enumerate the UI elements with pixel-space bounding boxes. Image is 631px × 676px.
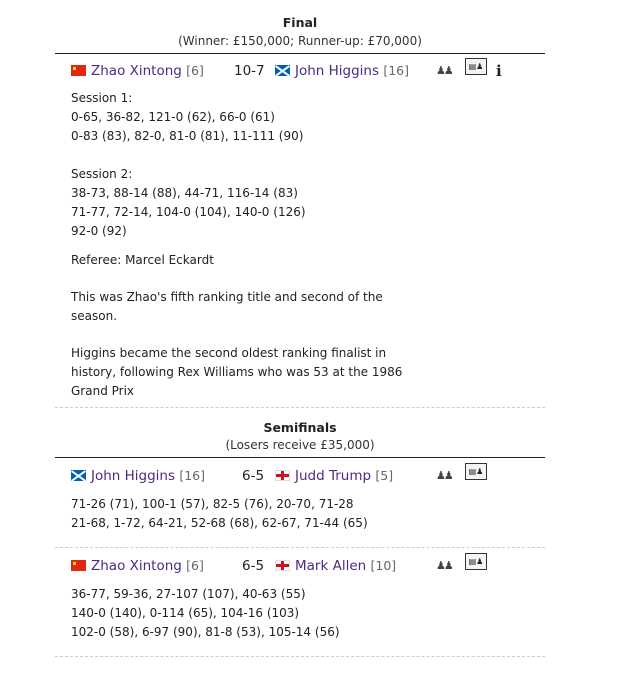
- england-flag-icon: [275, 560, 290, 571]
- round-title: Final: [282, 15, 318, 30]
- player-link[interactable]: Zhao Xintong: [91, 63, 182, 79]
- note: Higgins became the second oldest ranking…: [71, 346, 387, 360]
- frame-scores: 0-65, 36-82, 121-0 (62), 66-0 (61): [71, 110, 275, 124]
- note: This was Zhao's fifth ranking title and …: [71, 290, 383, 304]
- note: history, following Rex Williams who was …: [71, 365, 403, 379]
- match-row: John Higgins [16] 6-5 Judd Trump [5] ♟♟ …: [55, 463, 545, 487]
- china-flag-icon: [71, 560, 86, 571]
- divider: [55, 547, 545, 548]
- seed: [10]: [370, 558, 397, 573]
- match-details: 36-77, 59-36, 27-107 (107), 40-63 (55) 1…: [55, 585, 545, 642]
- results: Final (Winner: £150,000; Runner-up: £70,…: [55, 0, 545, 657]
- match-row: Zhao Xintong [6] 10-7 John Higgins [16] …: [55, 58, 545, 82]
- head-to-head-icon[interactable]: ♟♟: [436, 559, 454, 572]
- frame-scores: 71-26 (71), 100-1 (57), 82-5 (76), 20-70…: [71, 497, 354, 511]
- frame-scores: 0-83 (83), 82-0, 81-0 (81), 11-111 (90): [71, 129, 304, 143]
- match-details: Session 1: 0-65, 36-82, 121-0 (62), 66-0…: [55, 89, 545, 401]
- match-score: 6-5: [242, 468, 265, 484]
- player-link[interactable]: John Higgins: [295, 63, 380, 79]
- head-to-head-icon[interactable]: ♟♟: [436, 469, 454, 482]
- referee: Referee: Marcel Eckardt: [71, 253, 214, 267]
- scotland-flag-icon: [71, 470, 86, 481]
- frame-scores: 21-68, 1-72, 64-21, 52-68 (68), 62-67, 7…: [71, 516, 368, 530]
- frame-scores: 140-0 (140), 0-114 (65), 104-16 (103): [71, 606, 300, 620]
- match-details: 71-26 (71), 100-1 (57), 82-5 (76), 20-70…: [55, 495, 545, 533]
- frame-scores: 92-0 (92): [71, 224, 127, 238]
- session-label: Session 2:: [71, 167, 133, 181]
- session-label: Session 1:: [71, 91, 133, 105]
- player-link[interactable]: Zhao Xintong: [91, 558, 182, 574]
- player-link[interactable]: Mark Allen: [295, 558, 367, 574]
- round-prize: (Losers receive £35,000): [225, 438, 375, 452]
- frame-scores: 102-0 (58), 6-97 (90), 81-8 (53), 105-14…: [71, 625, 340, 639]
- seed: [16]: [383, 63, 409, 78]
- scotland-flag-icon: [275, 65, 290, 76]
- note: season.: [71, 309, 118, 323]
- divider: [55, 407, 545, 408]
- match-row: Zhao Xintong [6] 6-5 Mark Allen [10] ♟♟ …: [55, 553, 545, 577]
- note: Grand Prix: [71, 384, 135, 398]
- frame-scores: 38-73, 88-14 (88), 44-71, 116-14 (83): [71, 186, 298, 200]
- seed: [16]: [179, 468, 205, 483]
- seed: [5]: [375, 468, 394, 483]
- round-prize: (Winner: £150,000; Runner-up: £70,000): [178, 34, 422, 48]
- frame-scores: 36-77, 59-36, 27-107 (107), 40-63 (55): [71, 587, 306, 601]
- match-score: 10-7: [234, 63, 265, 79]
- round-title: Semifinals: [263, 420, 337, 435]
- info-icon[interactable]: i: [496, 62, 502, 80]
- player-link[interactable]: John Higgins: [91, 468, 176, 484]
- divider: [55, 53, 545, 54]
- head-to-head-icon[interactable]: ♟♟: [436, 64, 454, 77]
- seed: [6]: [186, 63, 204, 78]
- divider: [55, 656, 545, 657]
- seed: [6]: [186, 558, 204, 573]
- england-flag-icon: [275, 470, 290, 481]
- china-flag-icon: [71, 65, 86, 76]
- frame-scores: 71-77, 72-14, 104-0 (104), 140-0 (126): [71, 205, 306, 219]
- player-link[interactable]: Judd Trump: [295, 468, 372, 484]
- match-score: 6-5: [242, 558, 265, 574]
- divider: [55, 457, 545, 458]
